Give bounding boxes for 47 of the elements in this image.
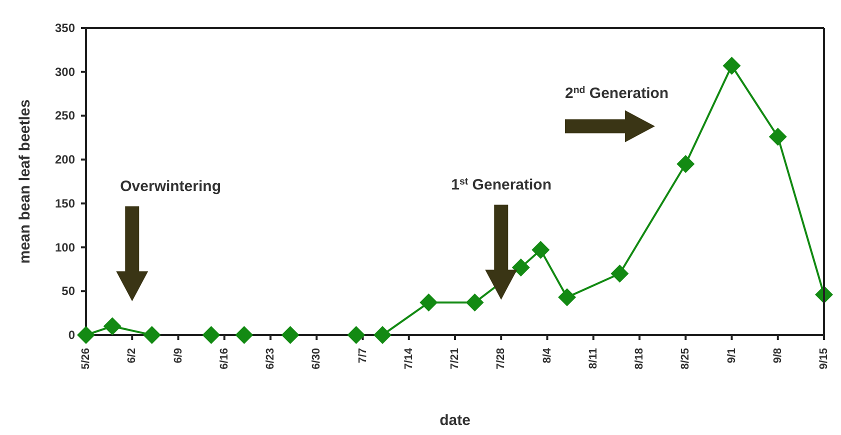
x-tick-label: 8/25 bbox=[680, 348, 692, 370]
point bbox=[374, 326, 392, 344]
y-axis-title: mean bean leaf beetles bbox=[16, 99, 34, 264]
y-tick-label: 350 bbox=[54, 21, 76, 35]
y-tick-label: 0 bbox=[68, 328, 76, 342]
x-tick-label: 7/7 bbox=[356, 348, 369, 364]
point bbox=[610, 264, 629, 283]
x-tick-label: 5/26 bbox=[80, 348, 92, 370]
annotation: 2$^{nd}$ Generation bbox=[564, 84, 669, 102]
y-tick-label: 250 bbox=[54, 108, 76, 123]
x-tick-label: 6/23 bbox=[264, 348, 276, 370]
point bbox=[512, 258, 530, 276]
x-tick-label: 7/21 bbox=[449, 348, 461, 370]
point bbox=[466, 294, 484, 312]
point bbox=[202, 326, 220, 344]
point bbox=[77, 326, 95, 344]
y-tick-label: 300 bbox=[54, 64, 76, 79]
x-tick-label: 7/14 bbox=[402, 347, 415, 370]
point bbox=[347, 326, 366, 344]
x-tick-label: 6/2 bbox=[126, 348, 138, 364]
y-tick-label: 200 bbox=[54, 152, 76, 167]
point bbox=[103, 317, 122, 336]
x-tick-label: 7/28 bbox=[495, 348, 508, 370]
x-tick-label: 6/16 bbox=[218, 348, 230, 370]
x-tick-label: 9/1 bbox=[726, 348, 738, 364]
x-tick-label: 6/30 bbox=[310, 348, 323, 370]
point bbox=[281, 326, 300, 344]
point bbox=[558, 288, 576, 306]
point bbox=[676, 154, 695, 173]
point bbox=[532, 240, 550, 259]
point bbox=[235, 326, 254, 344]
x-tick-label: 6/9 bbox=[172, 348, 184, 364]
y-tick-label: 50 bbox=[62, 284, 76, 298]
y-tick-label: 150 bbox=[54, 196, 76, 210]
x-axis-title: date bbox=[440, 412, 470, 429]
point bbox=[768, 128, 787, 146]
x-tick-label: 8/11 bbox=[587, 348, 600, 369]
point bbox=[420, 294, 438, 312]
x-tick-label: 8/4 bbox=[541, 347, 554, 364]
annotation: Overwintering bbox=[120, 178, 221, 196]
x-tick-label: 9/8 bbox=[772, 348, 784, 364]
annotation: 1$^{st}$ Generation bbox=[451, 176, 552, 194]
point bbox=[142, 326, 161, 344]
point bbox=[722, 56, 741, 75]
y-tick-label: 100 bbox=[54, 240, 76, 254]
x-tick-label: 8/18 bbox=[634, 348, 646, 370]
x-tick-label: 9/15 bbox=[818, 348, 830, 370]
